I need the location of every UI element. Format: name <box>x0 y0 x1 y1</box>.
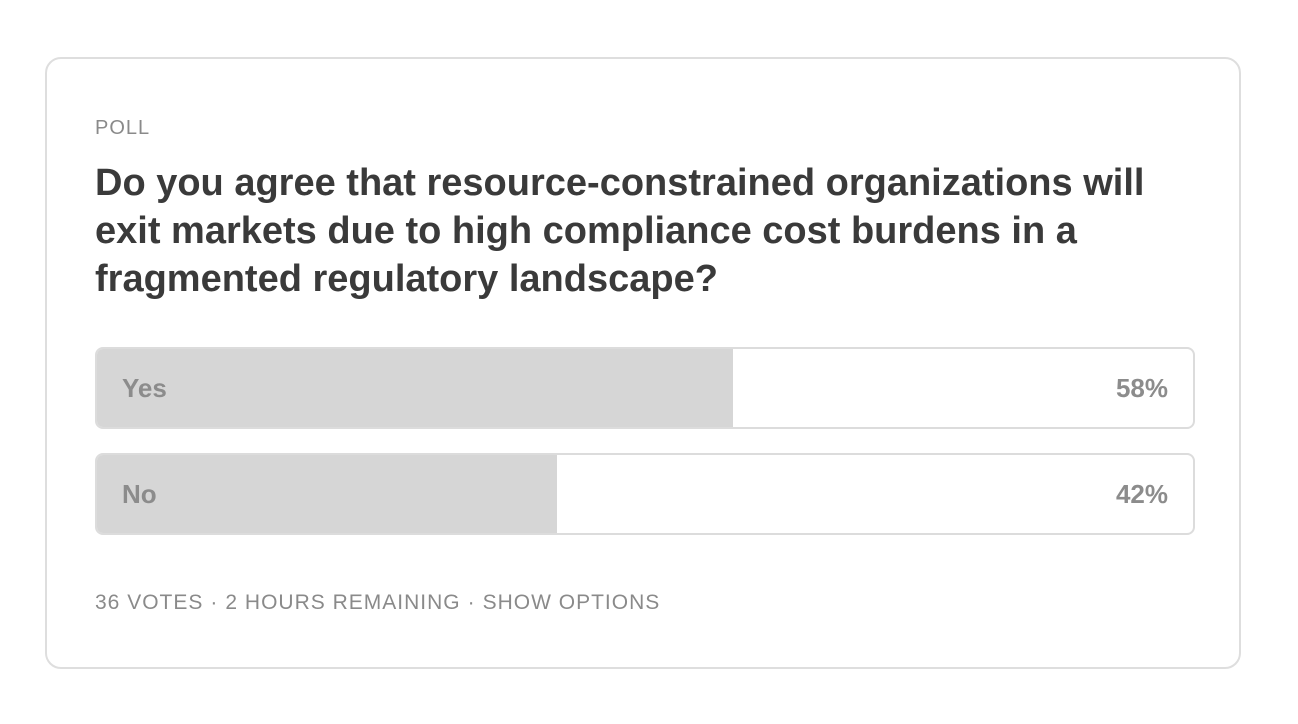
show-options-link[interactable]: SHOW OPTIONS <box>482 591 661 614</box>
vote-count: 36 VOTES <box>95 591 204 614</box>
poll-question: Do you agree that resource-constrained o… <box>95 162 1145 300</box>
poll-footer: 36 VOTES · 2 HOURS REMAINING · SHOW OPTIONS <box>95 591 660 615</box>
footer-separator: · <box>210 591 219 614</box>
poll-option-yes-fill <box>97 349 733 427</box>
poll-card: POLL Do you agree that resource-constrai… <box>45 57 1241 669</box>
poll-option-yes-label: Yes <box>122 373 167 403</box>
poll-option-yes[interactable]: Yes 58% <box>95 347 1195 429</box>
poll-option-no-percent: 42% <box>1115 479 1168 509</box>
poll-option-yes-percent: 58% <box>1115 373 1168 403</box>
poll-label: POLL <box>95 117 151 139</box>
poll-options: Yes 58% No 42% <box>95 347 1195 559</box>
poll-option-no-label: No <box>122 479 157 509</box>
footer-separator: · <box>467 591 476 614</box>
poll-option-no-fill <box>97 455 558 533</box>
poll-option-no[interactable]: No 42% <box>95 453 1195 535</box>
time-remaining: 2 HOURS REMAINING <box>225 591 461 614</box>
